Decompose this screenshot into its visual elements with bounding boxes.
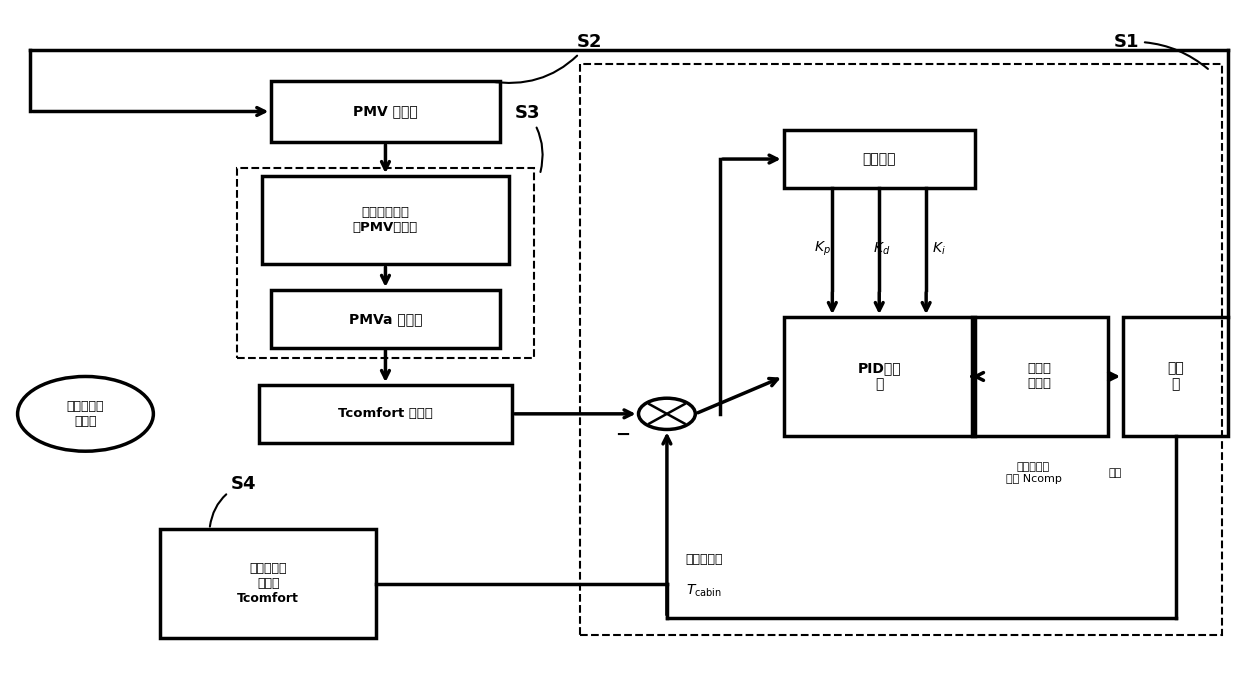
Text: 乘员
舱: 乘员 舱 <box>1167 362 1184 392</box>
Text: 乘员舱温度: 乘员舱温度 <box>686 553 723 566</box>
Text: PMV 计算器: PMV 计算器 <box>353 105 418 119</box>
Text: 温度调节对应
的PMV记录器: 温度调节对应 的PMV记录器 <box>353 206 418 234</box>
Bar <box>272 290 500 347</box>
Text: S3: S3 <box>515 104 543 172</box>
Text: S4: S4 <box>210 475 257 527</box>
Text: −: − <box>615 426 630 444</box>
Text: 压缩机转速
信号 Ncomp: 压缩机转速 信号 Ncomp <box>1006 462 1061 484</box>
Text: $K_p$: $K_p$ <box>813 240 831 258</box>
Text: PID控制
器: PID控制 器 <box>857 362 901 392</box>
Bar <box>784 130 975 188</box>
Text: $T_{\rm cabin}$: $T_{\rm cabin}$ <box>686 582 722 599</box>
Bar <box>272 81 500 142</box>
Text: Tcomfort 计算器: Tcomfort 计算器 <box>339 408 433 421</box>
Bar <box>160 530 376 638</box>
Bar <box>262 176 508 264</box>
Text: $K_i$: $K_i$ <box>931 241 945 258</box>
Bar <box>972 317 1107 436</box>
Text: S1: S1 <box>1114 33 1208 69</box>
Text: 冷量: 冷量 <box>1109 469 1122 478</box>
Text: S2: S2 <box>490 33 603 83</box>
Text: 模糊逻辑: 模糊逻辑 <box>863 152 897 166</box>
Text: 汽车空
调系统: 汽车空 调系统 <box>1028 362 1052 390</box>
Text: PMVa 计算器: PMVa 计算器 <box>348 312 422 326</box>
Text: 得到目标舒
适温度
Tcomfort: 得到目标舒 适温度 Tcomfort <box>237 562 299 606</box>
Bar <box>237 168 533 358</box>
Bar <box>1123 317 1228 436</box>
Text: $K_d$: $K_d$ <box>873 241 890 258</box>
Text: 手动调节温
度设置: 手动调节温 度设置 <box>67 400 104 428</box>
Bar <box>259 385 512 443</box>
Bar <box>784 317 975 436</box>
Bar <box>580 64 1223 635</box>
